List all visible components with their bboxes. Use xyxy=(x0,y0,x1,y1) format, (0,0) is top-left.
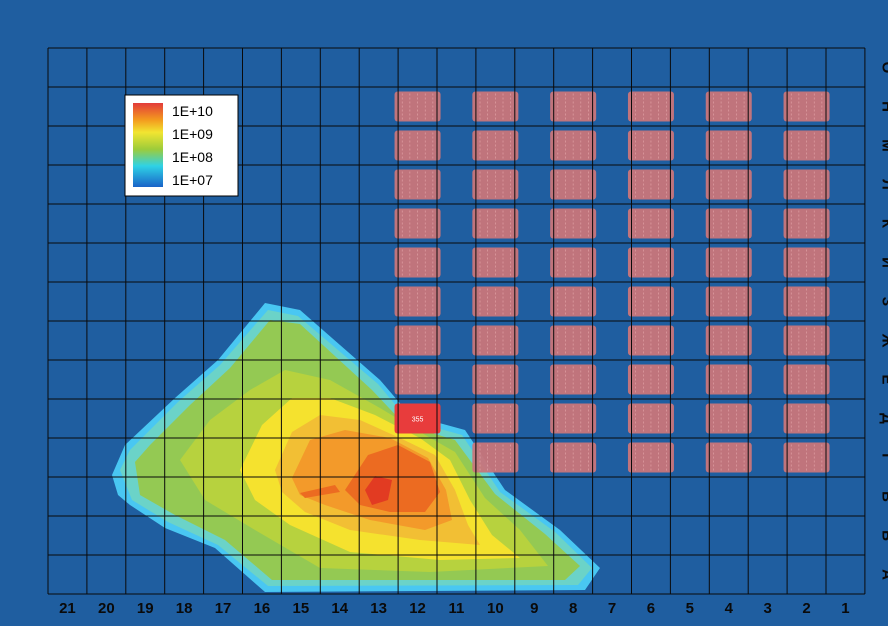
x-tick-label-3: 3 xyxy=(763,600,771,617)
x-tick-label-9: 9 xyxy=(530,600,538,617)
x-tick-label-20: 20 xyxy=(98,600,115,617)
y-tick-label-5: И xyxy=(878,257,888,268)
x-tick-label-12: 12 xyxy=(409,600,426,617)
contour-level-1e10-9 xyxy=(365,476,392,505)
y-tick-label-0: О xyxy=(878,62,888,74)
x-tick-label-11: 11 xyxy=(449,600,465,617)
x-tick-label-16: 16 xyxy=(254,600,271,617)
x-tick-label-6: 6 xyxy=(647,600,655,617)
x-tick-label-7: 7 xyxy=(608,600,616,617)
x-axis-labels: 21 20 19 18 17 16 15 14 13 12 11 10 9 8 7 6 5 4 3 2 1 xyxy=(59,600,850,617)
x-tick-label-2: 2 xyxy=(802,600,810,617)
x-tick-label-14: 14 xyxy=(331,600,348,617)
x-tick-label-5: 5 xyxy=(686,600,694,617)
y-tick-label-10: Г xyxy=(878,453,888,462)
y-tick-label-12: Б xyxy=(878,530,888,541)
x-tick-label-13: 13 xyxy=(370,600,387,617)
y-tick-label-9: Д xyxy=(878,413,888,424)
y-tick-label-13: А xyxy=(878,569,888,580)
x-tick-label-8: 8 xyxy=(569,600,577,617)
legend-label-1e10: 1E+10 xyxy=(172,103,213,119)
highlighted-block-label: 355 xyxy=(412,417,424,424)
legend: 1E+10 1E+09 1E+08 1E+07 xyxy=(124,94,239,197)
x-tick-label-1: 1 xyxy=(841,600,849,617)
storage-blocks: 355 xyxy=(394,91,830,473)
y-tick-label-1: Н xyxy=(878,101,888,112)
x-tick-label-17: 17 xyxy=(215,600,232,617)
y-tick-label-2: М xyxy=(878,139,888,152)
x-tick-label-19: 19 xyxy=(137,600,154,617)
highlighted-block-12-Д xyxy=(394,403,441,434)
y-tick-label-8: Е xyxy=(878,374,888,384)
y-tick-label-4: К xyxy=(878,219,888,229)
y-tick-label-7: Ж xyxy=(878,333,888,348)
x-tick-label-21: 21 xyxy=(59,600,76,617)
legend-label-1e08: 1E+08 xyxy=(172,149,213,165)
y-axis-labels: О Н М Л К И З Ж Е Д Г В Б А xyxy=(878,62,888,580)
y-tick-label-3: Л xyxy=(878,179,888,190)
y-tick-label-11: В xyxy=(878,491,888,502)
x-tick-label-10: 10 xyxy=(487,600,504,617)
x-tick-label-18: 18 xyxy=(176,600,193,617)
legend-label-1e09: 1E+09 xyxy=(172,126,213,142)
legend-color-bar xyxy=(133,103,163,187)
legend-label-1e07: 1E+07 xyxy=(172,172,213,188)
x-tick-label-15: 15 xyxy=(293,600,310,617)
contour-layers xyxy=(112,303,600,592)
y-tick-label-6: З xyxy=(878,297,888,306)
x-tick-label-4: 4 xyxy=(725,600,734,617)
